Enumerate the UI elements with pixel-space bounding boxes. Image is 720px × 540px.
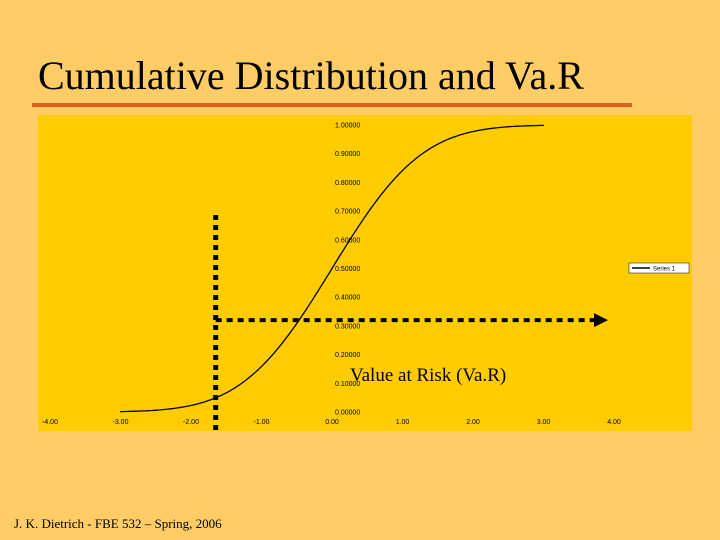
x-tick-label: 4.00	[607, 419, 621, 426]
y-tick-label: 0.00000	[335, 410, 360, 417]
legend-label: Series 1	[653, 267, 676, 273]
data-point	[119, 411, 122, 413]
y-tick-label: 1.00000	[335, 123, 360, 130]
data-point	[437, 143, 439, 145]
x-tick-label: -1.00	[254, 419, 270, 426]
x-tick-label: 0.00	[325, 419, 339, 426]
y-tick-label: 0.60000	[335, 237, 360, 244]
legend-box	[628, 262, 690, 274]
y-tick-label: 0.70000	[335, 209, 360, 216]
slide-title: Cumulative Distribution and Va.R	[38, 53, 584, 98]
y-tick-label: 0.30000	[335, 323, 360, 330]
y-tick-label: 0.90000	[335, 151, 360, 158]
y-tick-label: 0.10000	[335, 381, 360, 388]
data-point	[155, 409, 157, 411]
x-tick-label: 2.00	[466, 419, 480, 426]
data-point	[260, 365, 263, 368]
data-point	[542, 124, 545, 126]
var-arrowhead	[594, 313, 608, 328]
plot-area	[38, 115, 692, 431]
x-tick-label: -2.00	[183, 419, 199, 426]
y-tick-label: 0.20000	[335, 352, 360, 359]
data-point	[401, 169, 404, 172]
data-point	[331, 267, 333, 270]
var-annotation: Value at Risk (Va.R)	[350, 365, 506, 386]
slide-footer: J. K. Dietrich - FBE 532 – Spring, 2006	[14, 516, 222, 531]
x-tick-label: -4.00	[42, 419, 58, 426]
y-tick-label: 0.50000	[335, 266, 360, 273]
data-point	[366, 212, 368, 215]
x-tick-label: 3.00	[537, 419, 551, 426]
data-point	[225, 392, 227, 394]
data-point	[472, 130, 474, 133]
x-tick-label: -3.00	[113, 419, 129, 426]
data-point	[507, 126, 509, 128]
title-underline	[32, 103, 632, 107]
data-point	[190, 404, 192, 407]
x-tick-label: 1.00	[396, 419, 410, 426]
y-tick-label: 0.80000	[335, 180, 360, 187]
data-point	[296, 322, 298, 325]
y-tick-label: 0.40000	[335, 295, 360, 302]
